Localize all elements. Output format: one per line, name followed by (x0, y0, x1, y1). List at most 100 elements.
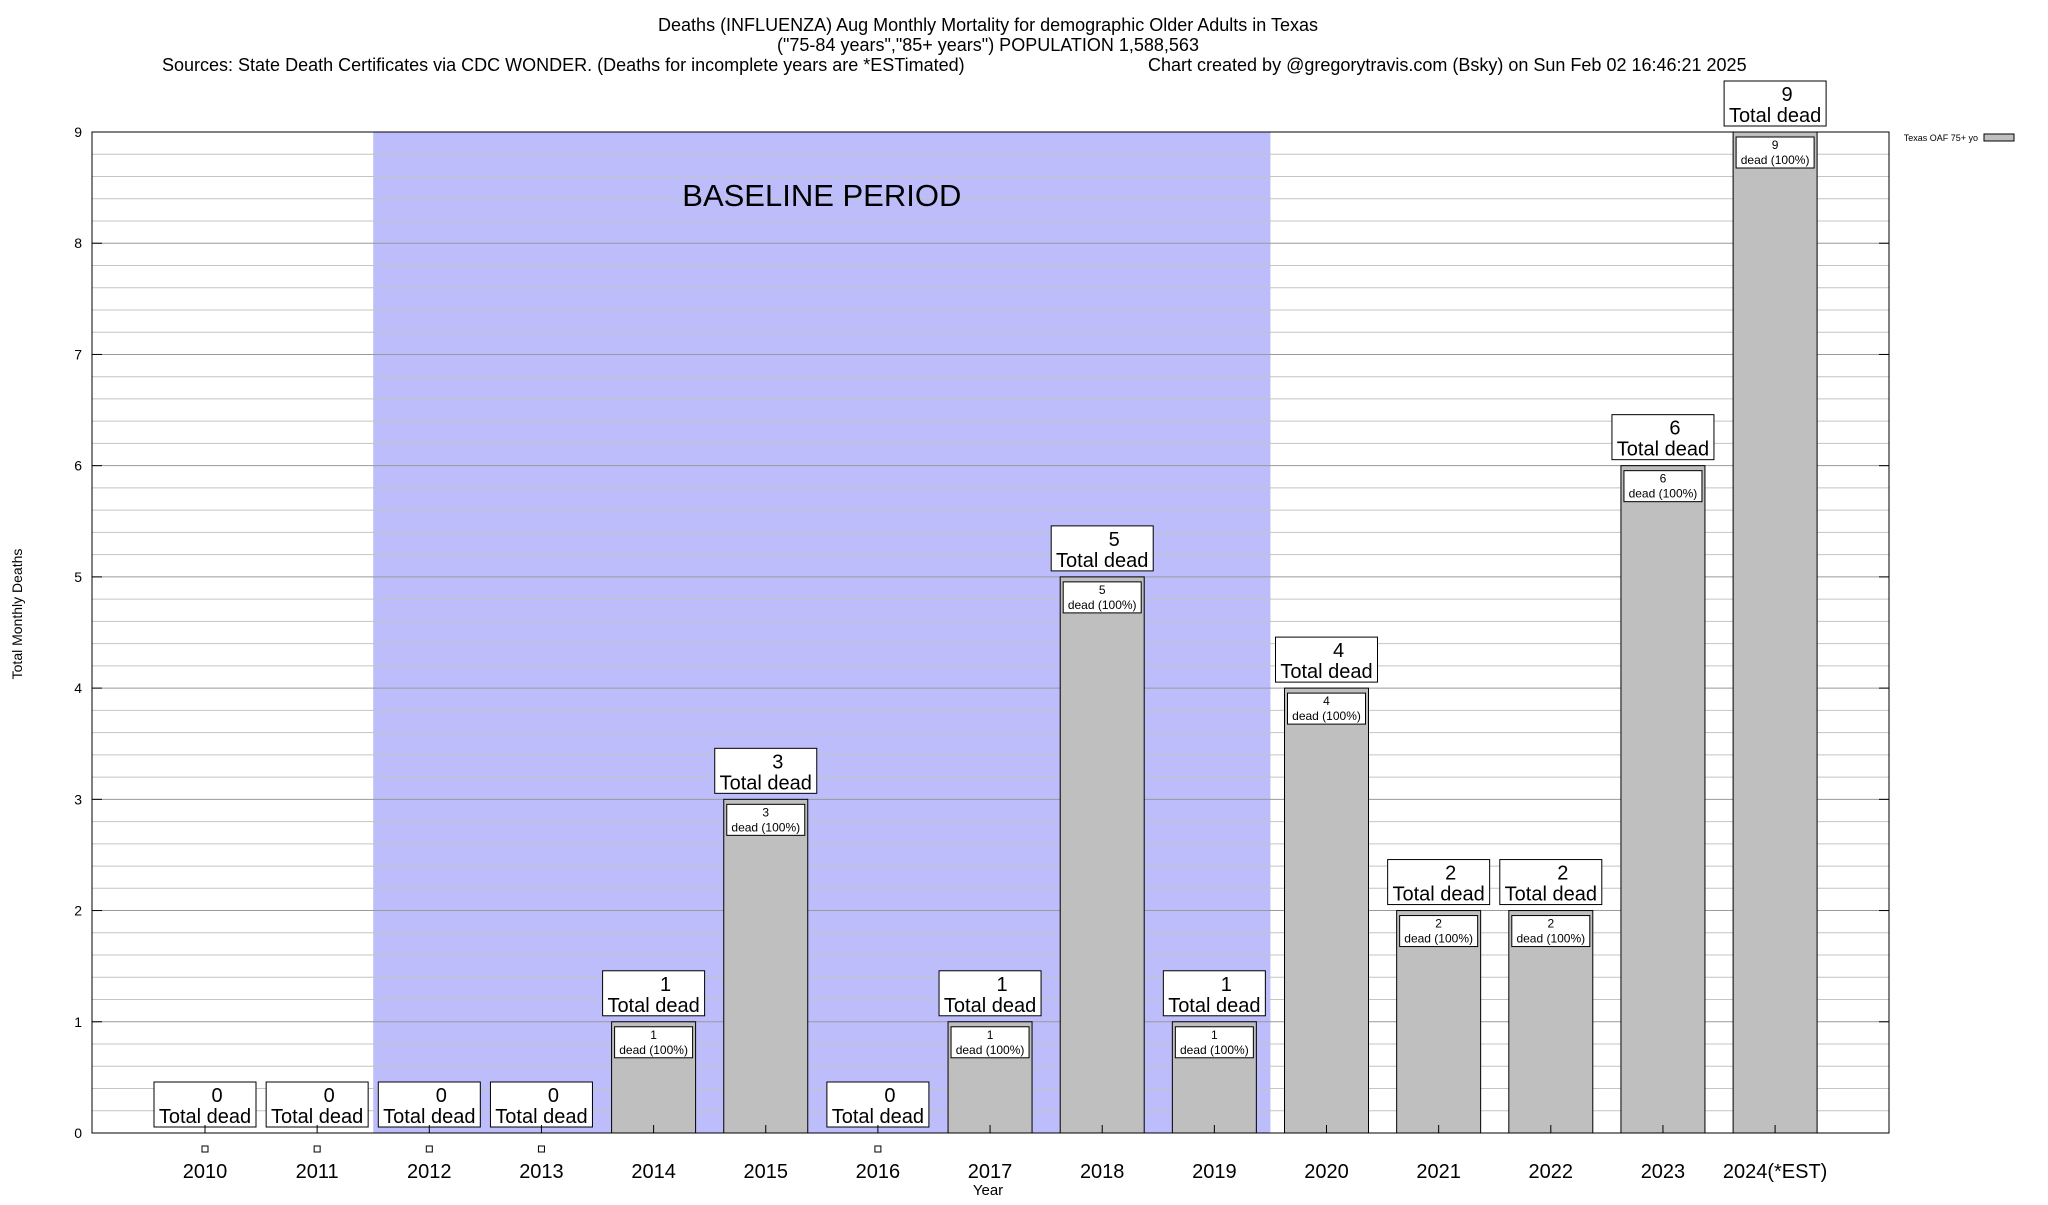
y-tick-label: 6 (74, 458, 82, 474)
total-label-box (1723, 80, 1827, 127)
chart-title: Deaths (INFLUENZA) Aug Monthly Mortality… (658, 15, 1318, 35)
y-tick-label: 4 (74, 680, 82, 696)
inner-percent-label: dead (100%) (619, 1043, 688, 1057)
x-tick-label: 2016 (856, 1161, 901, 1183)
total-dead-label: Total dead (1505, 884, 1597, 906)
total-value-label: 6 (1669, 418, 1680, 440)
inner-value-label: 3 (762, 805, 769, 819)
x-axis-label: Year (973, 1182, 1003, 1199)
inner-value-box (1287, 692, 1366, 725)
zero-bar-marker (313, 1145, 321, 1153)
chart-subtitle: ("75-84 years","85+ years") POPULATION 1… (777, 35, 1199, 55)
total-dead-label: Total dead (271, 1106, 363, 1128)
legend-swatch (1983, 133, 2015, 142)
total-dead-label: Total dead (159, 1106, 251, 1128)
total-label-box (1050, 525, 1154, 572)
total-value-label: 4 (1333, 640, 1344, 662)
x-tick-label: 2018 (1080, 1161, 1125, 1183)
legend: Texas OAF 75+ yo (1904, 133, 2015, 143)
inner-value-label: 5 (1099, 583, 1106, 597)
inner-value-box (1062, 581, 1142, 614)
total-label-box (938, 970, 1042, 1017)
total-value-label: 0 (436, 1085, 447, 1107)
x-tick-label: 2024(*EST) (1723, 1161, 1828, 1183)
y-tick-label: 9 (74, 124, 82, 140)
total-value-label: 1 (660, 974, 671, 996)
total-dead-label: Total dead (944, 995, 1036, 1017)
total-label-box (714, 747, 818, 794)
x-tick-label: 2011 (296, 1161, 339, 1183)
x-tick-label: 2020 (1304, 1161, 1349, 1183)
inner-value-label: 1 (987, 1028, 994, 1042)
total-value-label: 1 (1221, 974, 1232, 996)
x-tick-label: 2021 (1416, 1161, 1461, 1183)
x-tick-label: 2022 (1529, 1161, 1574, 1183)
total-value-label: 0 (884, 1085, 895, 1107)
x-tick-label: 2017 (968, 1161, 1013, 1183)
total-dead-label: Total dead (1393, 884, 1485, 906)
x-tick-label: 2019 (1192, 1161, 1237, 1183)
inner-value-label: 2 (1547, 917, 1554, 931)
x-tick-label: 2012 (407, 1161, 452, 1183)
total-value-label: 5 (1109, 529, 1120, 551)
inner-value-label: 6 (1660, 472, 1667, 486)
total-label-box (1275, 636, 1378, 683)
bar (1284, 687, 1369, 1134)
inner-value-label: 1 (650, 1028, 657, 1042)
inner-value-label: 4 (1323, 694, 1330, 708)
total-label-box (153, 1081, 257, 1128)
bar (1508, 910, 1594, 1134)
total-dead-label: Total dead (1056, 550, 1148, 572)
total-dead-label: Total dead (1168, 995, 1260, 1017)
inner-value-box (950, 1026, 1030, 1059)
y-axis-label: Total Monthly Deaths (9, 549, 25, 680)
inner-percent-label: dead (100%) (1629, 487, 1698, 501)
inner-value-box (614, 1026, 694, 1059)
total-value-label: 2 (1557, 863, 1568, 885)
bar (1620, 465, 1706, 1134)
inner-percent-label: dead (100%) (1404, 932, 1473, 946)
total-dead-label: Total dead (383, 1106, 475, 1128)
total-dead-label: Total dead (832, 1106, 924, 1128)
total-dead-label: Total dead (607, 995, 699, 1017)
x-tick-label: 2015 (744, 1161, 789, 1183)
total-value-label: 0 (548, 1085, 559, 1107)
total-value-label: 2 (1445, 863, 1456, 885)
inner-value-label: 1 (1211, 1028, 1218, 1042)
inner-percent-label: dead (100%) (1180, 1043, 1249, 1057)
inner-value-box (1735, 136, 1815, 169)
baseline-period-label: BASELINE PERIOD (682, 178, 961, 213)
inner-value-box (1511, 915, 1591, 948)
zero-bar-marker (537, 1145, 545, 1153)
inner-percent-label: dead (100%) (731, 820, 800, 834)
zero-bar-marker (425, 1145, 433, 1153)
total-value-label: 3 (772, 751, 783, 773)
total-label-box (826, 1081, 930, 1128)
total-dead-label: Total dead (1729, 105, 1821, 127)
total-label-box (1162, 970, 1266, 1017)
inner-percent-label: dead (100%) (1068, 598, 1137, 612)
inner-percent-label: dead (100%) (1741, 153, 1810, 167)
legend-label: Texas OAF 75+ yo (1904, 133, 1978, 143)
x-tick-label: 2014 (631, 1161, 676, 1183)
total-dead-label: Total dead (1617, 439, 1709, 461)
y-tick-label: 3 (74, 791, 82, 807)
inner-value-box (1623, 470, 1703, 503)
inner-value-label: 2 (1435, 917, 1442, 931)
y-tick-label: 8 (74, 235, 82, 251)
x-tick-label: 2010 (183, 1161, 228, 1183)
total-label-box (489, 1081, 593, 1128)
bar (723, 798, 809, 1134)
y-tick-label: 5 (74, 569, 82, 585)
total-label-box (377, 1081, 481, 1128)
total-label-box (265, 1081, 369, 1128)
y-tick-label: 7 (74, 346, 82, 362)
x-tick-label: 2013 (519, 1161, 564, 1183)
total-label-box (602, 970, 706, 1017)
inner-value-box (1174, 1026, 1254, 1059)
inner-value-box (1399, 915, 1479, 948)
total-label-box (1611, 414, 1715, 461)
bar (1396, 910, 1482, 1134)
